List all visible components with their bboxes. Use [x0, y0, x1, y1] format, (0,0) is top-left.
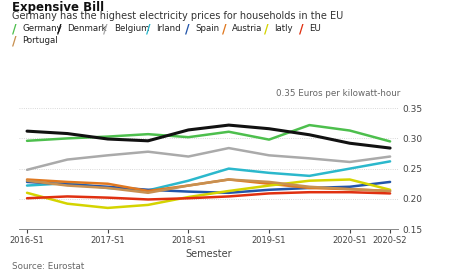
- Text: /: /: [12, 34, 17, 47]
- Text: /: /: [185, 22, 190, 36]
- Text: Belgium: Belgium: [114, 25, 149, 33]
- Text: Spain: Spain: [195, 25, 219, 33]
- X-axis label: Semester: Semester: [185, 249, 232, 259]
- Text: 0.35 Euros per kilowatt-hour: 0.35 Euros per kilowatt-hour: [276, 89, 401, 98]
- Text: EU: EU: [310, 25, 321, 33]
- Text: /: /: [264, 22, 268, 36]
- Text: Source: Eurostat: Source: Eurostat: [12, 262, 84, 271]
- Text: Expensive Bill: Expensive Bill: [12, 1, 104, 14]
- Text: Germany: Germany: [22, 25, 62, 33]
- Text: Portugal: Portugal: [22, 36, 58, 45]
- Text: Austria: Austria: [232, 25, 263, 33]
- Text: Denmark: Denmark: [67, 25, 107, 33]
- Text: /: /: [146, 22, 151, 36]
- Text: /: /: [299, 22, 304, 36]
- Text: /: /: [103, 22, 108, 36]
- Text: Irland: Irland: [156, 25, 181, 33]
- Text: Iatly: Iatly: [274, 25, 292, 33]
- Text: /: /: [57, 22, 62, 36]
- Text: /: /: [12, 22, 17, 36]
- Text: /: /: [222, 22, 227, 36]
- Text: Germany has the highest electricity prices for households in the EU: Germany has the highest electricity pric…: [12, 11, 343, 21]
